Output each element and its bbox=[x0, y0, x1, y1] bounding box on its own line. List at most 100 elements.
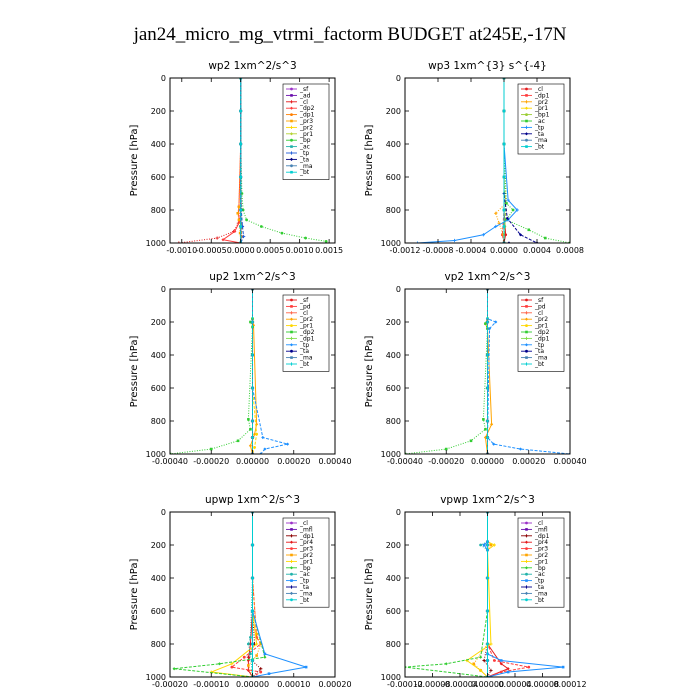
series-point-bt bbox=[485, 435, 490, 440]
legend-marker bbox=[289, 585, 294, 589]
x-tick-label: -0.0008 bbox=[423, 246, 454, 255]
series-point-dp2 bbox=[170, 452, 172, 454]
y-tick-label: 0 bbox=[161, 285, 166, 294]
legend-label: _pr1 bbox=[299, 558, 313, 565]
x-tick-label: -0.00020 bbox=[193, 457, 229, 466]
legend-marker bbox=[524, 566, 529, 570]
series-point-pr1 bbox=[489, 642, 493, 646]
legend-marker bbox=[525, 324, 528, 327]
x-tick-label: 0.00012 bbox=[553, 680, 586, 689]
legend-box bbox=[282, 517, 330, 608]
y-tick-label: 200 bbox=[386, 541, 401, 550]
legend-marker bbox=[524, 559, 529, 563]
x-tick-label: 0.00040 bbox=[553, 457, 586, 466]
y-tick-label: 600 bbox=[386, 173, 401, 182]
series-line-bp bbox=[174, 512, 266, 677]
legend-marker bbox=[525, 598, 528, 602]
panel-wp2-title: wp2 1xm^2/s^3 bbox=[208, 60, 296, 72]
series-point-cl bbox=[177, 241, 181, 243]
series-point-pr1 bbox=[479, 668, 483, 672]
legend-label: _pr2 bbox=[534, 552, 548, 559]
series-point-dp1 bbox=[489, 668, 493, 672]
series-point-bp bbox=[172, 667, 176, 671]
legend-label: _mfl bbox=[299, 526, 313, 533]
x-tick-label: -0.0010 bbox=[166, 246, 197, 255]
legend-marker bbox=[289, 311, 294, 315]
series-point-ta bbox=[505, 216, 509, 220]
panel-wp2: wp2 1xm^2/s^3 Pressure [hPa] 0 200 400 600 800… bbox=[129, 60, 343, 255]
series-point-tp bbox=[506, 198, 510, 202]
legend-marker bbox=[290, 547, 293, 550]
legend-marker bbox=[524, 125, 529, 129]
legend-marker bbox=[524, 317, 529, 321]
legend-label: _cl bbox=[299, 99, 308, 106]
legend-label: _bt bbox=[299, 597, 310, 604]
series-point-pr3 bbox=[237, 205, 241, 208]
legend-marker bbox=[290, 579, 293, 582]
series-point-bt bbox=[485, 353, 490, 357]
panel-upwp-title: upwp 1xm^2/s^3 bbox=[205, 494, 300, 506]
legend-label: _ma bbox=[299, 163, 313, 170]
legend-label: _bp bbox=[534, 565, 546, 572]
y-tick-label: 0 bbox=[396, 285, 401, 294]
panel-up2-title: up2 1xm^2/s^3 bbox=[209, 271, 295, 283]
series-point-pr2 bbox=[247, 664, 250, 667]
series-point-pr3 bbox=[230, 665, 234, 669]
panel-vp2-title: vp2 1xm^2/s^3 bbox=[445, 271, 531, 283]
series-point-dp1 bbox=[259, 667, 263, 671]
y-tick-label: 1000 bbox=[381, 673, 401, 682]
panel-wp3-series bbox=[415, 78, 570, 243]
legend-label: _dp1 bbox=[534, 92, 550, 99]
series-point-bt bbox=[239, 142, 243, 146]
legend-label: _tp bbox=[534, 124, 544, 131]
legend-marker bbox=[524, 343, 529, 347]
y-tick-label: 1000 bbox=[146, 673, 166, 682]
series-point-tp bbox=[482, 543, 486, 547]
panel-vpwp-legend: _cl_mfl_dp1_pr4_pr3_pr2_pr1_bp_ac_tp_ta_… bbox=[517, 517, 565, 608]
legend-label: _pr4 bbox=[534, 539, 548, 546]
series-point-pr3 bbox=[259, 670, 263, 674]
y-tick-label: 400 bbox=[386, 574, 401, 583]
x-tick-label: 0.0010 bbox=[286, 246, 314, 255]
legend-label: _tp bbox=[534, 578, 544, 585]
series-point-dp2 bbox=[469, 439, 473, 443]
legend-marker bbox=[525, 349, 528, 353]
series-point-tp bbox=[481, 233, 485, 237]
legend-marker bbox=[290, 553, 293, 557]
series-point-bt bbox=[486, 659, 489, 662]
series-point-tp bbox=[261, 435, 265, 440]
series-point-tp bbox=[304, 665, 308, 669]
legend-label: _tp bbox=[299, 578, 309, 585]
x-tick-label: -0.00008 bbox=[415, 680, 451, 689]
figure-title: jan24_micro_mg_vtrmi_factorm BUDGET at24… bbox=[133, 24, 567, 45]
y-tick-label: 1000 bbox=[146, 239, 166, 248]
y-tick-label: 400 bbox=[386, 140, 401, 149]
series-point-tp bbox=[263, 447, 267, 451]
series-point-bp bbox=[444, 662, 448, 666]
legend-label: _pr2 bbox=[534, 99, 548, 106]
series-point-dp2 bbox=[221, 238, 225, 242]
series-point-tp bbox=[452, 238, 457, 243]
series-point-bt bbox=[239, 208, 243, 212]
legend-marker bbox=[289, 151, 294, 155]
y-tick-label: 400 bbox=[151, 351, 166, 360]
x-tick-label: 0.00010 bbox=[277, 680, 310, 689]
panel-upwp-legend: _cl_mfl_dp1_pr4_pr3_pr2_pr1_bp_ac_tp_ta_… bbox=[282, 517, 330, 608]
y-tick-label: 200 bbox=[151, 107, 166, 116]
series-point-dp2 bbox=[484, 427, 487, 431]
panel-vpwp: vpwp 1xm^2/s^3 Pressure [hPa] 0 200 400 600 80… bbox=[364, 494, 587, 689]
legend-label: _ac bbox=[534, 571, 545, 578]
series-point-pr1 bbox=[253, 446, 256, 449]
series-point-pr3 bbox=[237, 218, 241, 222]
y-tick-label: 1000 bbox=[381, 450, 401, 459]
series-point-bp bbox=[324, 239, 328, 243]
legend-label: _cl bbox=[299, 520, 308, 527]
y-tick-label: 200 bbox=[386, 107, 401, 116]
legend-marker bbox=[290, 521, 293, 525]
legend-label: _cl bbox=[299, 310, 308, 317]
series-point-bp bbox=[304, 236, 307, 240]
legend-marker bbox=[524, 534, 529, 538]
legend-marker bbox=[290, 87, 293, 91]
series-point-pr1 bbox=[255, 432, 259, 436]
panel-vpwp-title: vpwp 1xm^2/s^3 bbox=[440, 494, 535, 506]
